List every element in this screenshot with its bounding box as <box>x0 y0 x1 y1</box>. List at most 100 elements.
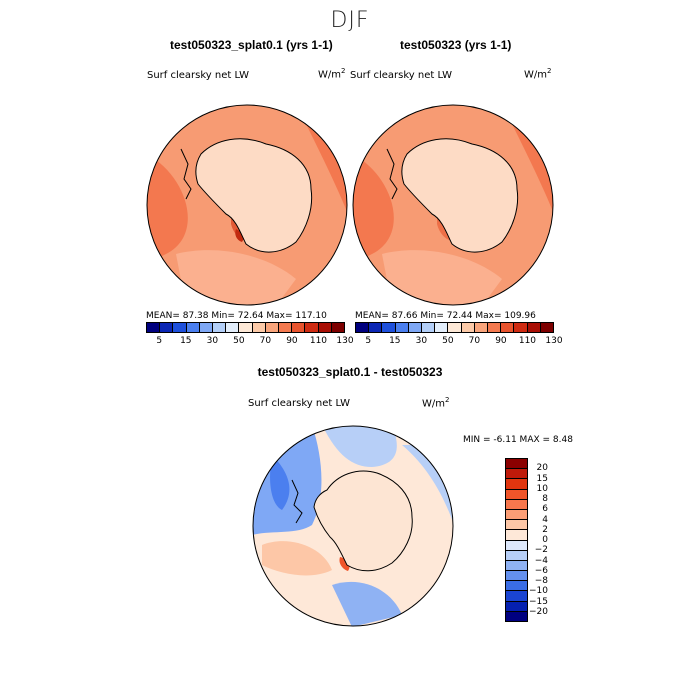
panel1-colorbar-swatch <box>279 323 293 332</box>
diff-subtitle: test050323_splat0.1 - test050323 <box>257 365 443 379</box>
diff-colorbar-swatch <box>506 530 527 541</box>
panel1-colorbar-swatch <box>160 323 174 332</box>
panel2-colorbar-tick-label: 15 <box>389 336 401 346</box>
panel1-stats: MEAN= 87.38 Min= 72.64 Max= 117.10 <box>146 311 327 321</box>
panel1-colorbar-tick-label: 5 <box>156 336 163 346</box>
panel1-units: W/m2 <box>318 67 346 81</box>
panel1-warm-region-north <box>206 105 347 214</box>
panel1-polar-map <box>146 104 348 306</box>
panel1-colorbar-ticks: 5 15 30 50 70 90 110 130 <box>146 336 353 348</box>
diff-colorbar-tick-label: −6 <box>534 565 548 576</box>
panel2-colorbar-swatch <box>488 323 502 332</box>
panel2-colorbar-tick-label: 50 <box>442 336 454 346</box>
panel2-units: W/m2 <box>524 67 552 81</box>
panel1-colorbar-swatch <box>199 323 214 332</box>
panel1-colorbar-swatch <box>318 323 332 332</box>
diff-units: W/m2 <box>422 396 450 410</box>
diff-colorbar-swatch <box>506 469 527 480</box>
diff-colorbar-tick-label: 15 <box>536 473 548 484</box>
panel1-colorbar-tick-label: 110 <box>309 336 328 346</box>
season-title: DJF <box>330 8 370 33</box>
diff-colorbar-swatch <box>506 591 527 602</box>
panel2-colorbar-tick-label: 90 <box>495 336 507 346</box>
panel1-subtitle: test050323_splat0.1 (yrs 1-1) <box>170 38 333 52</box>
panel2-colorbar-swatch <box>435 323 449 332</box>
panel2-colorbar-swatch <box>395 323 409 332</box>
panel1-colorbar-swatch <box>292 323 306 332</box>
diff-colorbar-tick-label: 4 <box>542 514 548 525</box>
diff-cool-region-north <box>322 426 397 467</box>
panel2-subtitle: test050323 (yrs 1-1) <box>400 38 512 52</box>
panel2-colorbar-swatch <box>408 323 423 332</box>
panel2-colorbar-tick-label: 30 <box>415 336 428 346</box>
panel2-colorbar-swatch <box>474 323 489 332</box>
diff-colorbar-tick-label: −20 <box>529 606 548 617</box>
panel2-stats: MEAN= 87.66 Min= 72.44 Max= 109.96 <box>355 311 536 321</box>
panel2-colorbar-swatch <box>422 323 436 332</box>
diff-colorbar-tick-label: −10 <box>529 586 548 597</box>
diff-colorbar-tick-label: −4 <box>534 555 548 566</box>
diff-colorbar-swatch <box>506 509 527 521</box>
panel1-colorbar-swatch <box>265 323 280 332</box>
panel1-colorbar-swatch <box>226 323 240 332</box>
diff-strong-cool-region <box>270 455 290 510</box>
diff-colorbar-tick-label: −15 <box>529 596 548 607</box>
diff-colorbar-swatch <box>506 581 527 592</box>
diff-polar-map <box>252 425 454 627</box>
diff-colorbar-tick-label: 0 <box>542 535 548 545</box>
panel2-antarctica-outline <box>401 138 519 253</box>
panel2-colorbar <box>355 322 554 333</box>
diff-colorbar-tick-label: 2 <box>542 524 548 535</box>
panel1-colorbar-swatch <box>173 323 187 332</box>
panel1-colorbar-swatch <box>186 323 200 332</box>
diff-colorbar-tick-label: −2 <box>534 545 548 556</box>
panel2-colorbar-swatch <box>382 323 396 332</box>
panel2-warm-region-north <box>412 105 553 214</box>
diff-min-max: MIN = -6.11 MAX = 8.48 <box>463 435 573 445</box>
diff-antarctica-outline <box>313 470 413 572</box>
panel1-variable-label: Surf clearsky net LW <box>147 70 250 81</box>
panel2-colorbar-swatch <box>356 323 370 332</box>
diff-peninsula-outline <box>291 479 303 524</box>
panel2-colorbar-swatch <box>501 323 515 332</box>
panel1-colorbar <box>146 322 345 333</box>
panel1-colorbar-tick-label: 50 <box>233 336 245 346</box>
diff-colorbar-ticks: 20 15 10 8 6 4 2 0 −2 −4 −6 −8 −10 −15 −20 <box>490 458 548 622</box>
panel1-antarctica-outline <box>195 138 313 253</box>
diff-colorbar-tick-label: 8 <box>542 494 548 504</box>
panel1-warm-region-west <box>147 154 188 264</box>
panel1-hotspot-core <box>235 229 244 242</box>
diff-colorbar-swatch <box>506 601 527 612</box>
panel1-light-region-south <box>176 250 296 305</box>
panel1-colorbar-swatch <box>252 323 266 332</box>
panel1-colorbar-swatch <box>331 323 345 332</box>
diff-variable-label: Surf clearsky net LW <box>248 398 351 409</box>
panel2-colorbar-tick-label: 70 <box>468 336 481 346</box>
diff-colorbar-swatch <box>506 550 527 561</box>
diff-colorbar-tick-label: 6 <box>542 504 548 515</box>
panel2-variable-label: Surf clearsky net LW <box>350 70 453 81</box>
diff-colorbar-swatch <box>506 611 527 621</box>
diff-colorbar-swatch <box>506 540 527 551</box>
panel2-light-region-south <box>382 250 502 305</box>
panel1-colorbar-tick-label: 90 <box>286 336 298 346</box>
diff-hotspot <box>339 557 350 571</box>
panel2-colorbar-swatch <box>461 323 475 332</box>
panel1-colorbar-swatch <box>213 323 227 332</box>
panel2-colorbar-swatch <box>369 323 383 332</box>
diff-colorbar-swatch <box>506 560 527 572</box>
panel1-peninsula-outline <box>180 148 192 200</box>
panel2-colorbar-swatch <box>527 323 541 332</box>
panel2-colorbar-tick-label: 110 <box>518 336 537 346</box>
panel1-colorbar-tick-label: 30 <box>206 336 219 346</box>
diff-cool-region-south <box>332 581 402 626</box>
diff-colorbar <box>505 458 528 622</box>
panel1-colorbar-swatch <box>147 323 161 332</box>
panel1-colorbar-tick-label: 70 <box>259 336 272 346</box>
panel2-colorbar-swatch <box>540 323 554 332</box>
panel2-colorbar-tick-label: 5 <box>365 336 372 346</box>
diff-colorbar-swatch <box>506 571 527 582</box>
panel2-colorbar-tick-label: 130 <box>545 336 563 346</box>
panel1-colorbar-swatch <box>239 323 253 332</box>
panel2-peninsula-outline <box>386 148 398 200</box>
